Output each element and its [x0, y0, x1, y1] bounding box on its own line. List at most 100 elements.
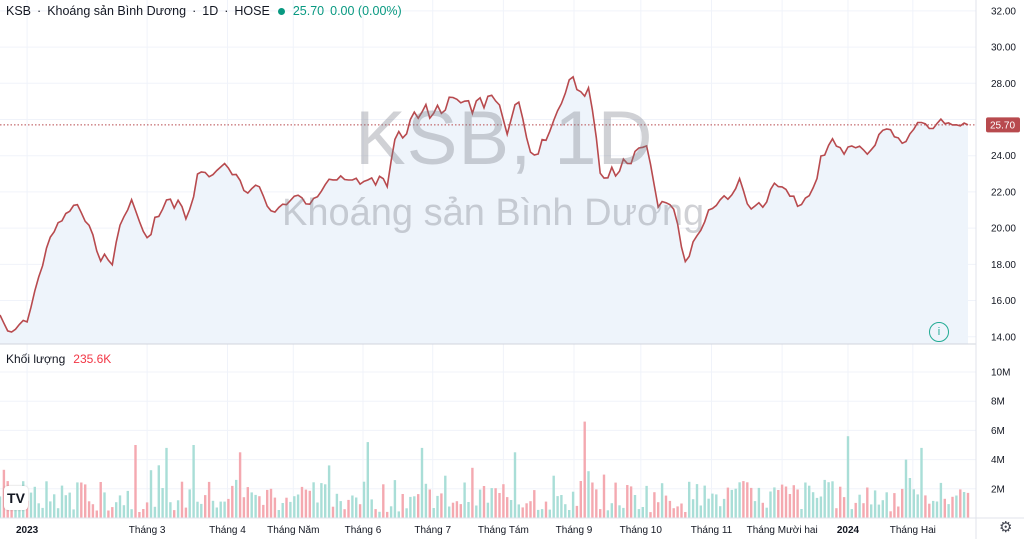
volume-bar — [572, 492, 574, 518]
volume-bar — [336, 494, 338, 518]
volume-bar — [69, 493, 71, 518]
volume-bar — [409, 497, 411, 518]
volume-bar — [189, 489, 191, 518]
volume-bar — [394, 480, 396, 518]
volume-label: Khối lượng — [6, 352, 65, 366]
volume-legend[interactable]: Khối lượng 235.6K — [6, 352, 111, 366]
volume-bar — [576, 506, 578, 518]
volume-bar — [839, 487, 841, 518]
volume-bar — [947, 504, 949, 518]
volume-bar — [413, 496, 415, 518]
volume-bar — [41, 508, 43, 518]
info-icon[interactable]: i — [929, 322, 949, 342]
volume-bar — [599, 509, 601, 518]
time-tick-label: Tháng 6 — [345, 525, 382, 536]
volume-bar — [34, 487, 36, 518]
volume-bar — [649, 512, 651, 518]
volume-bar — [150, 470, 152, 518]
time-tick-label: Tháng 9 — [556, 525, 593, 536]
volume-bar — [812, 492, 814, 518]
volume-bar — [115, 502, 117, 518]
volume-bar — [76, 482, 78, 518]
volume-bar — [897, 507, 899, 519]
tradingview-logo-icon[interactable]: TV — [4, 486, 28, 510]
volume-bar — [940, 483, 942, 518]
time-tick-label: Tháng 7 — [414, 525, 451, 536]
time-axis[interactable]: 2023 Tháng 3 Tháng 4 Tháng Năm Tháng 6 Tháng … — [16, 525, 936, 536]
volume-bar — [247, 487, 249, 518]
volume-bar — [855, 503, 857, 518]
volume-bar — [363, 482, 365, 518]
volume-bar — [696, 484, 698, 518]
volume-bar — [777, 490, 779, 518]
volume-bar — [541, 509, 543, 518]
volume-bar — [227, 499, 229, 518]
volume-bar — [169, 502, 171, 518]
volume-bar — [208, 482, 210, 518]
volume-bar — [402, 494, 404, 518]
volume-bar — [374, 509, 376, 518]
volume-bar — [835, 508, 837, 518]
volume-bar — [580, 481, 582, 518]
volume-bar — [181, 482, 183, 518]
volume-bar — [673, 508, 675, 518]
volume-bar — [955, 496, 957, 519]
volume-bar — [491, 488, 493, 518]
price-axis[interactable]: 14.00 16.00 18.00 20.00 22.00 24.00 28.00 30.00… — [991, 6, 1016, 343]
volume-bar — [603, 475, 605, 518]
volume-bar — [785, 487, 787, 519]
volume-bar — [158, 465, 160, 518]
volume-bar — [510, 500, 512, 518]
price-tick-label: 16.00 — [991, 296, 1016, 307]
volume-bar — [793, 485, 795, 518]
volume-bar — [560, 495, 562, 518]
price-tick-label: 30.00 — [991, 43, 1016, 54]
volume-bar — [665, 496, 667, 518]
volume-bar — [72, 509, 74, 518]
volume-bar — [874, 490, 876, 518]
volume-bar — [45, 481, 47, 518]
volume-bar — [518, 504, 520, 518]
volume-tick-label: 6M — [991, 426, 1005, 437]
volume-bar — [177, 500, 179, 518]
volume-bar — [502, 484, 504, 518]
volume-bar — [657, 502, 659, 518]
volume-grid — [0, 372, 976, 489]
volume-bar — [293, 496, 295, 518]
volume-bar — [711, 494, 713, 518]
volume-axis[interactable]: 2M 4M 6M 8M 10M — [991, 368, 1010, 496]
last-price-tag-text: 25.70 — [990, 120, 1015, 131]
volume-bar — [893, 493, 895, 518]
volume-tick-label: 8M — [991, 397, 1005, 408]
volume-bar — [715, 494, 717, 518]
volume-bar — [951, 497, 953, 518]
volume-bar — [808, 486, 810, 518]
volume-bar — [405, 508, 407, 518]
volume-bar — [824, 480, 826, 518]
volume-bar — [831, 481, 833, 518]
volume-bar — [161, 488, 163, 518]
volume-bar — [200, 504, 202, 518]
volume-bar — [750, 488, 752, 518]
volume-bar — [390, 506, 392, 518]
volume-bar — [754, 501, 756, 518]
symbol-legend[interactable]: KSB · Khoáng sản Bình Dương · 1D · HOSE … — [6, 4, 402, 18]
interval-label[interactable]: 1D — [202, 4, 218, 18]
volume-bar — [100, 482, 102, 518]
volume-bar — [870, 504, 872, 518]
volume-bar — [917, 494, 919, 518]
volume-bar — [231, 486, 233, 518]
volume-bar — [475, 506, 477, 519]
volume-bar — [398, 511, 400, 518]
volume-bar — [134, 445, 136, 518]
volume-bar — [820, 497, 822, 519]
volume-bar — [936, 502, 938, 519]
volume-bar — [498, 493, 500, 518]
volume-bar — [371, 499, 373, 518]
volume-bar — [889, 511, 891, 518]
gear-icon[interactable]: ⚙ — [999, 518, 1012, 536]
volume-bar — [626, 485, 628, 518]
volume-bar — [525, 503, 527, 518]
volume-bar — [564, 504, 566, 518]
